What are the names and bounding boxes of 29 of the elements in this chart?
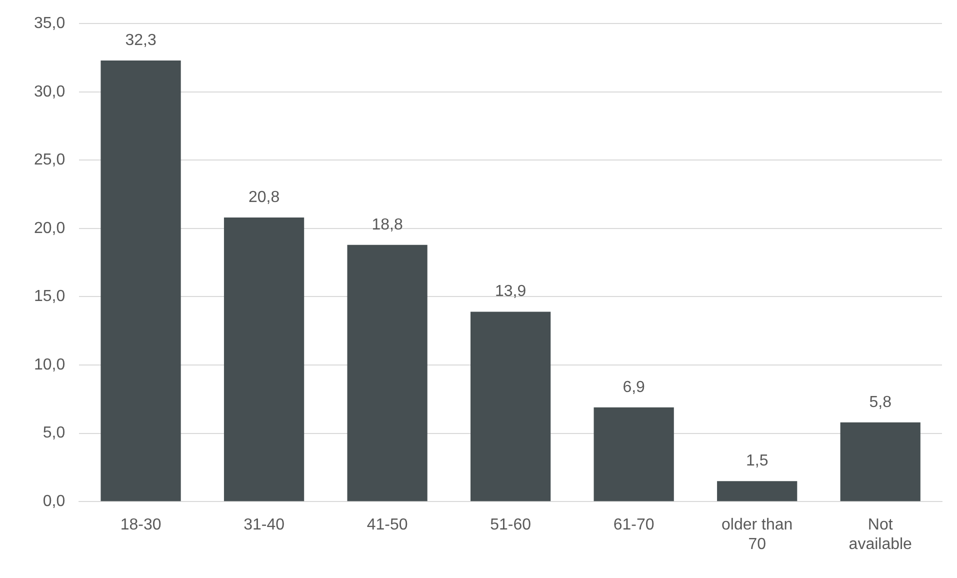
data-label: 18,8 <box>372 216 403 234</box>
y-tick-label: 35,0 <box>34 15 66 32</box>
y-tick-label: 25,0 <box>34 152 66 169</box>
y-tick-label: 0,0 <box>42 493 66 510</box>
data-label: 13,9 <box>495 283 526 300</box>
x-tick-label: older than 70 <box>722 516 793 553</box>
x-tick-label: 61-70 <box>613 516 654 534</box>
data-label: 5,8 <box>869 394 892 411</box>
bar <box>594 407 674 502</box>
x-tick-label: Not available <box>848 516 912 553</box>
bar <box>347 244 428 502</box>
y-tick-label: 10,0 <box>34 356 66 374</box>
data-label: 1,5 <box>746 452 768 470</box>
y-tick-label: 5,0 <box>42 424 66 442</box>
y-tick-label: 20,0 <box>34 220 66 237</box>
bar <box>717 481 798 502</box>
x-tick-label: 51-60 <box>490 516 532 534</box>
bar <box>100 60 181 502</box>
data-label: 6,9 <box>622 378 646 396</box>
y-tick-label: 30,0 <box>34 83 66 100</box>
data-label: 32,3 <box>125 32 156 49</box>
x-tick-label: 41-50 <box>366 516 408 534</box>
bar <box>840 422 920 502</box>
data-label: 20,8 <box>248 188 280 206</box>
bar <box>224 218 304 502</box>
x-tick-label: 31-40 <box>244 516 285 534</box>
x-tick-label: 18-30 <box>120 516 162 534</box>
bar <box>470 312 551 502</box>
y-tick-label: 15,0 <box>34 288 66 306</box>
